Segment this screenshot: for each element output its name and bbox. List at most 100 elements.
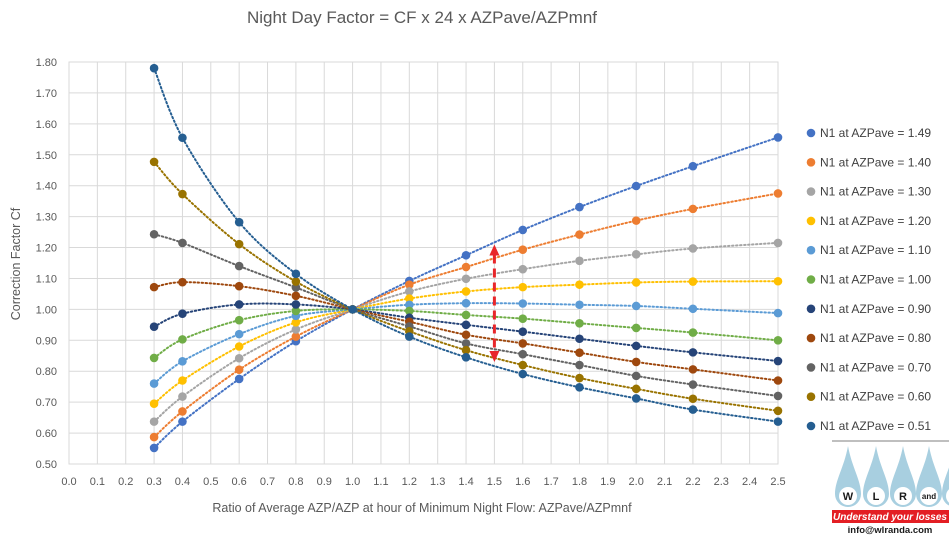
data-point	[773, 238, 783, 248]
data-point	[688, 365, 698, 374]
x-tick-label: 2.1	[657, 476, 672, 488]
data-point	[575, 300, 584, 310]
x-tick-label: 0.6	[232, 476, 247, 488]
logo-letter-bg	[946, 489, 949, 503]
data-point	[178, 417, 187, 426]
data-point	[575, 230, 584, 239]
data-point	[178, 277, 187, 287]
data-point	[688, 204, 698, 214]
data-point	[688, 405, 698, 414]
data-point	[631, 341, 641, 351]
legend-marker	[806, 128, 816, 138]
data-point	[688, 328, 698, 337]
y-tick-label: 0.50	[36, 459, 57, 471]
series-line	[153, 136, 779, 449]
data-point	[234, 342, 244, 351]
legend-label: N1 at AZPave = 0.51	[820, 419, 931, 433]
legend-item: N1 at AZPave = 0.51	[806, 419, 931, 433]
y-tick-label: 1.50	[36, 150, 57, 162]
logo-letter: and	[922, 492, 936, 501]
data-point	[291, 269, 301, 279]
data-point	[234, 329, 244, 339]
legend-marker	[806, 304, 816, 314]
x-tick-label: 0.5	[203, 476, 218, 488]
data-point	[461, 262, 471, 272]
data-point	[405, 306, 414, 316]
data-point	[518, 327, 528, 336]
x-tick-label: 1.3	[430, 476, 445, 488]
legend-item: N1 at AZPave = 1.10	[806, 243, 931, 257]
x-tick-label: 1.9	[600, 476, 615, 488]
legend-label: N1 at AZPave = 0.60	[820, 390, 931, 404]
data-point	[405, 287, 414, 296]
logo-email: info@wlranda.com	[848, 525, 933, 536]
x-tick-label: 1.2	[402, 476, 417, 488]
data-point	[234, 281, 244, 291]
x-axis-ticks: 0.0 0.1 0.2 0.3 0.4 0.5 0.6 0.7 0.8 0.9 1.0 1.1 1.2 1…	[61, 476, 785, 488]
data-point	[149, 282, 159, 292]
logo-letter: L	[873, 491, 880, 503]
y-tick-label: 1.20	[36, 243, 57, 255]
data-point	[631, 323, 641, 333]
data-point	[178, 335, 187, 344]
data-point	[518, 245, 528, 255]
y-tick-label: 1.40	[36, 181, 57, 193]
y-tick-label: 0.70	[36, 397, 57, 409]
logo-drop: W	[835, 446, 861, 507]
data-point	[178, 392, 187, 401]
chart-title: Night Day Factor = CF x 24 x AZPave/AZPm…	[247, 8, 597, 27]
data-point	[178, 357, 187, 366]
data-point	[518, 349, 528, 359]
data-point	[234, 217, 244, 227]
data-point	[291, 291, 301, 301]
x-tick-label: 0.7	[260, 476, 275, 488]
data-point	[688, 348, 698, 357]
data-point	[234, 374, 244, 384]
legend-item: N1 at AZPave = 0.90	[806, 302, 931, 316]
data-point	[405, 300, 414, 310]
data-point	[575, 334, 584, 344]
data-point	[461, 250, 471, 260]
data-point	[348, 305, 357, 314]
logo-drop: L	[863, 446, 889, 507]
annotation-arrow	[489, 244, 500, 362]
logo-letter-bg	[867, 487, 885, 505]
data-point	[575, 256, 584, 266]
legend: N1 at AZPave = 1.49 N1 at AZPave = 1.40 N1…	[806, 126, 931, 433]
x-tick-label: 0.8	[288, 476, 303, 488]
data-point	[291, 318, 301, 327]
legend-marker	[806, 245, 816, 255]
data-point	[688, 380, 698, 389]
legend-item: N1 at AZPave = 0.80	[806, 331, 931, 345]
data-point	[631, 384, 641, 394]
data-point	[291, 306, 301, 316]
arrow-head-up	[489, 244, 500, 256]
x-tick-label: 1.4	[458, 476, 473, 488]
x-tick-label: 1.1	[373, 476, 388, 488]
y-tick-label: 1.00	[36, 304, 57, 316]
data-point	[688, 244, 698, 253]
legend-item: N1 at AZPave = 1.30	[806, 185, 931, 199]
data-point	[405, 280, 414, 289]
legend-label: N1 at AZPave = 0.90	[820, 302, 931, 316]
data-point	[149, 353, 159, 363]
logo-drop: and	[916, 446, 942, 507]
logo-drop: R	[890, 446, 916, 507]
data-point	[518, 360, 528, 370]
arrow-head-down	[489, 350, 500, 362]
plot-area	[68, 61, 779, 465]
data-point	[234, 353, 244, 363]
x-tick-label: 2.3	[714, 476, 729, 488]
data-point	[575, 202, 584, 212]
data-point	[234, 261, 244, 271]
data-point	[291, 283, 301, 292]
data-point	[631, 250, 641, 259]
x-tick-label: 1.0	[345, 476, 360, 488]
y-tick-label: 0.90	[36, 335, 57, 347]
data-point	[688, 161, 698, 171]
x-tick-label: 0.0	[61, 476, 76, 488]
data-point	[149, 443, 159, 453]
y-tick-label: 0.80	[36, 366, 57, 378]
y-axis-ticks: 0.50 0.60 0.70 0.80 0.90 1.00 1.10 1.20 1.30 1.40…	[36, 57, 57, 471]
data-point	[688, 304, 698, 314]
